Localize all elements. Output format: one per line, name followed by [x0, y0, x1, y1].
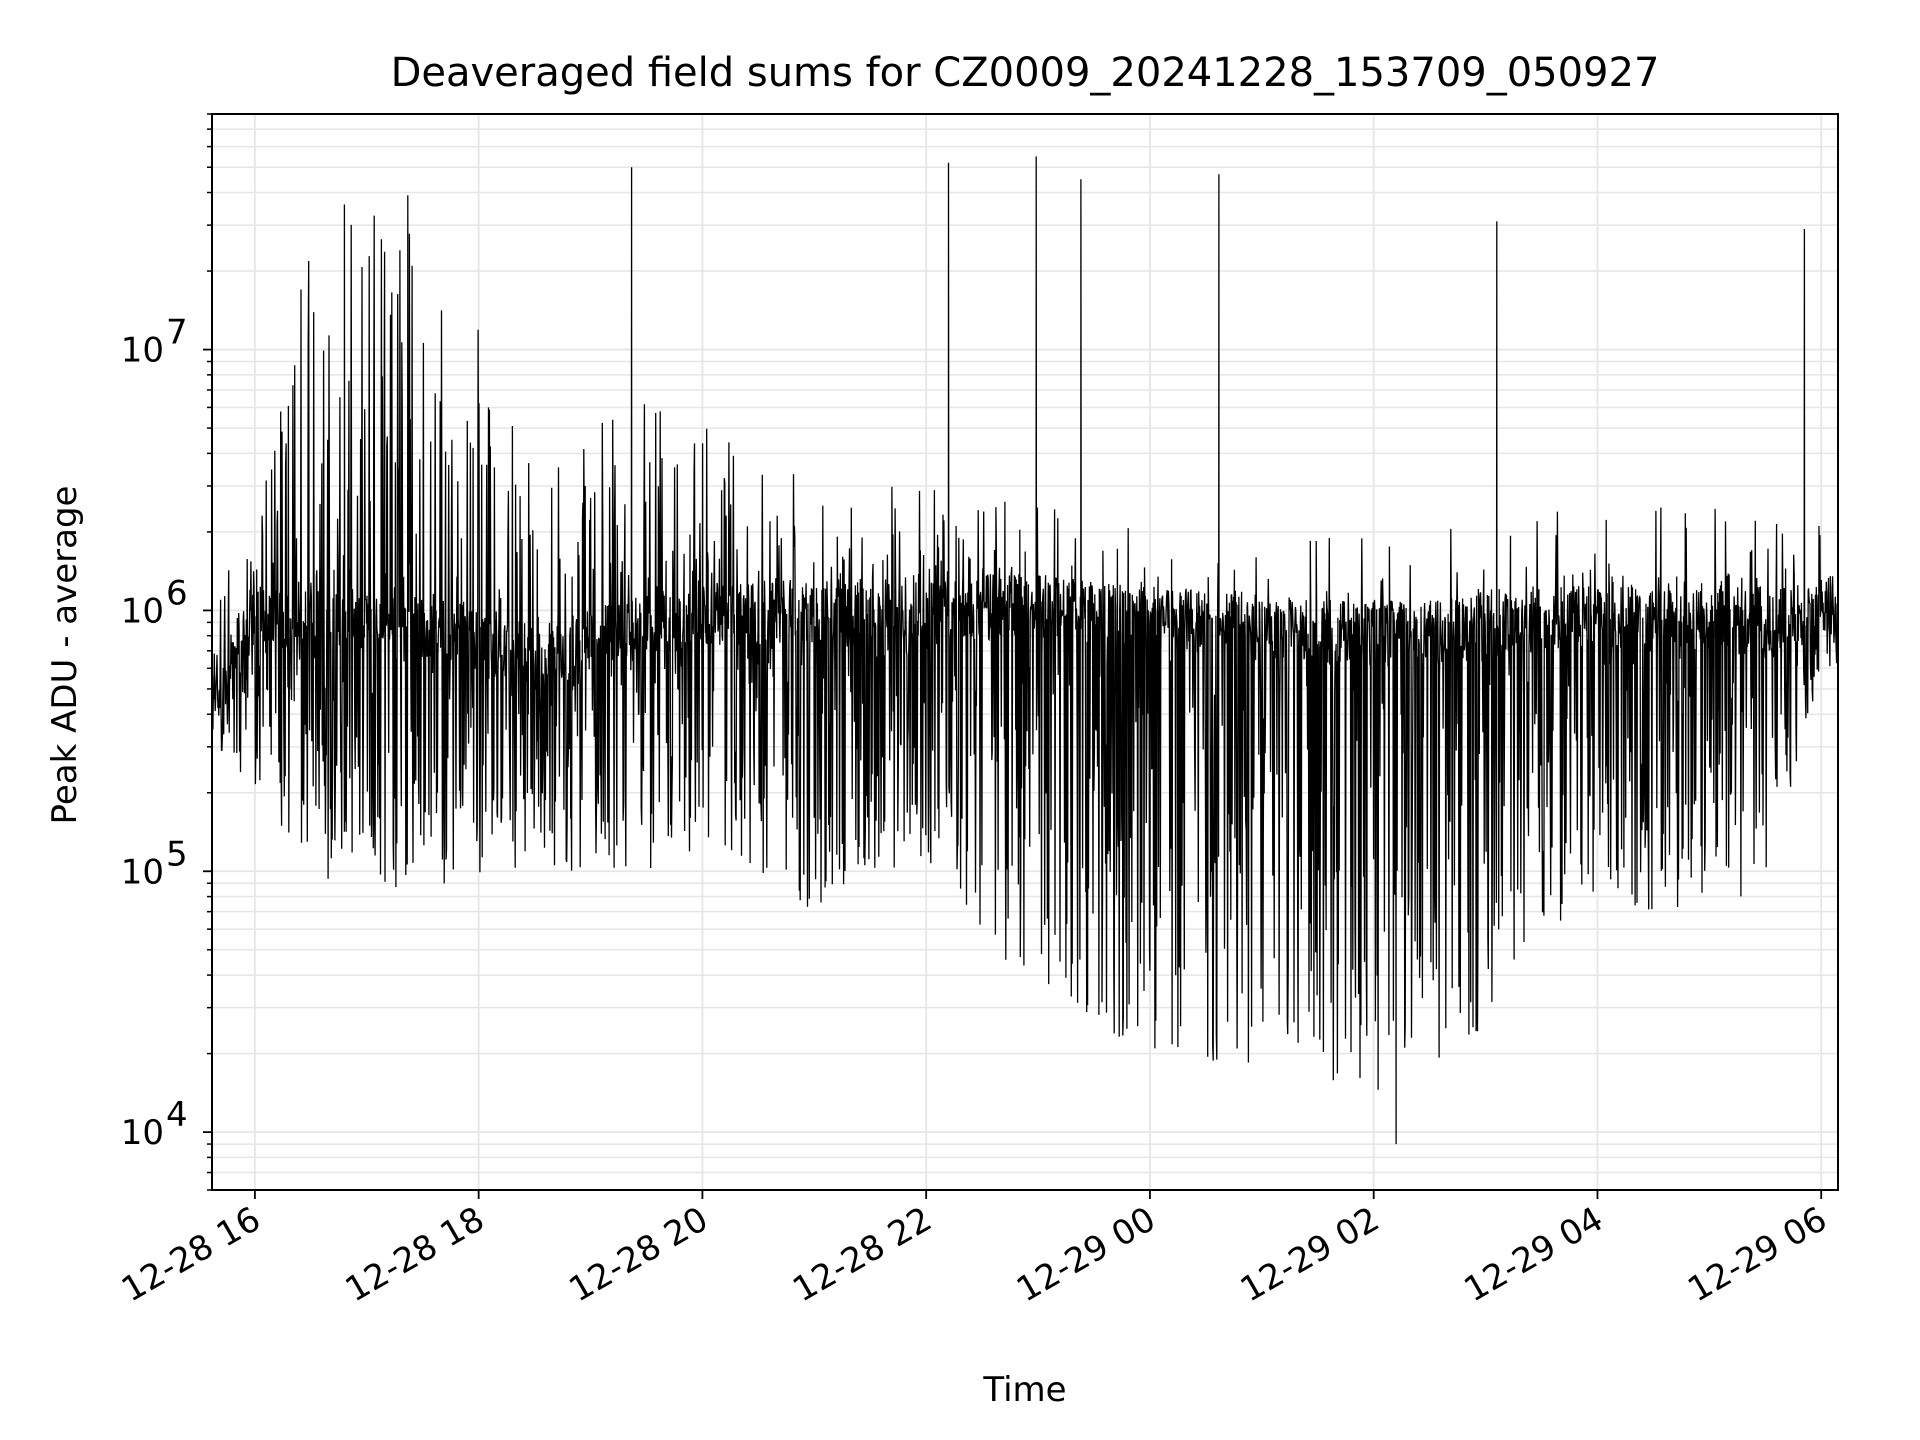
y-tick-exponent: 7 [166, 313, 188, 353]
series-line [211, 156, 1839, 1145]
chart-title: Deaveraged field sums for CZ0009_2024122… [391, 50, 1660, 96]
y-tick-label: 10 [121, 1113, 164, 1153]
plot-frame [211, 113, 1839, 1191]
y-tick-label: 10 [121, 591, 164, 631]
y-axis-label: Peak ADU - average [45, 486, 85, 825]
y-tick-exponent: 4 [166, 1095, 188, 1135]
y-tick-label: 10 [121, 852, 164, 892]
y-tick-label: 10 [121, 331, 164, 371]
y-tick-exponent: 6 [166, 573, 188, 613]
y-tick-exponent: 5 [166, 834, 188, 874]
x-axis-label: Time [982, 1370, 1066, 1410]
data-series [211, 156, 1839, 1145]
